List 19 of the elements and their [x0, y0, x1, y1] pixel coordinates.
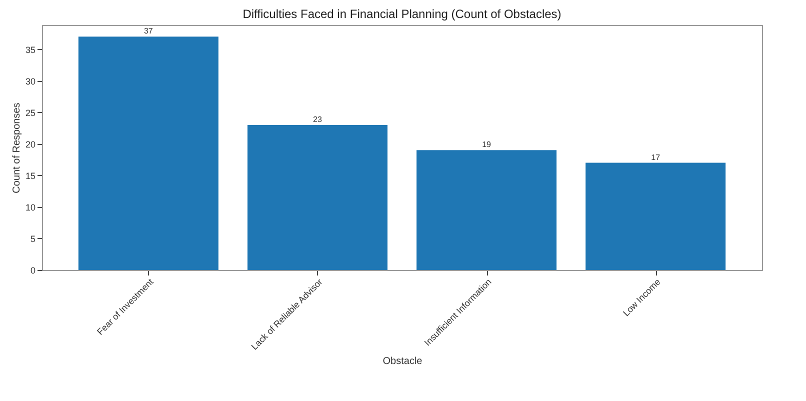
chart-title: Difficulties Faced in Financial Planning (Count of Obstacles) [242, 7, 562, 21]
bar [586, 162, 726, 270]
data-label: 23 [313, 114, 322, 124]
data-label: 17 [651, 152, 661, 162]
data-label: 19 [482, 140, 492, 150]
bar [247, 124, 388, 270]
bar [78, 36, 218, 270]
bar [416, 150, 557, 270]
y-tick-label: 35 [25, 44, 36, 55]
y-tick-label: 0 [30, 266, 36, 276]
y-tick-label: 5 [30, 234, 36, 244]
y-tick-label: 15 [25, 170, 36, 181]
y-tick-label: 10 [25, 202, 36, 212]
data-label: 37 [144, 26, 154, 36]
x-axis-title: Obstacle [382, 356, 423, 368]
y-tick-label: 20 [25, 139, 36, 150]
y-tick-label: 25 [25, 108, 36, 118]
y-axis-title: Count of Responses [11, 102, 22, 194]
y-tick-label: 30 [25, 76, 36, 86]
